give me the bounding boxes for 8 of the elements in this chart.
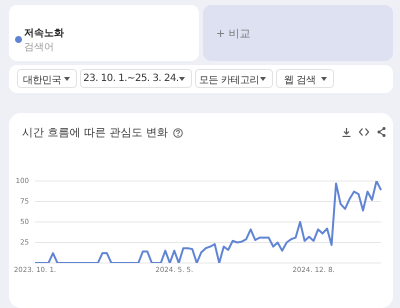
text: 23. 10. 1.~25. 3. 24. xyxy=(82,73,180,84)
text: 저속노화 xyxy=(24,27,64,40)
text: 검색어 xyxy=(24,41,54,54)
text: 웹 검색 xyxy=(283,74,317,87)
chart-title: 시간 흐름에 따른 관심도 변화 xyxy=(22,125,168,140)
text: 대한민국 xyxy=(22,74,62,87)
text: + 비교 xyxy=(216,26,251,41)
text: 모든 카테고리 xyxy=(198,74,260,87)
